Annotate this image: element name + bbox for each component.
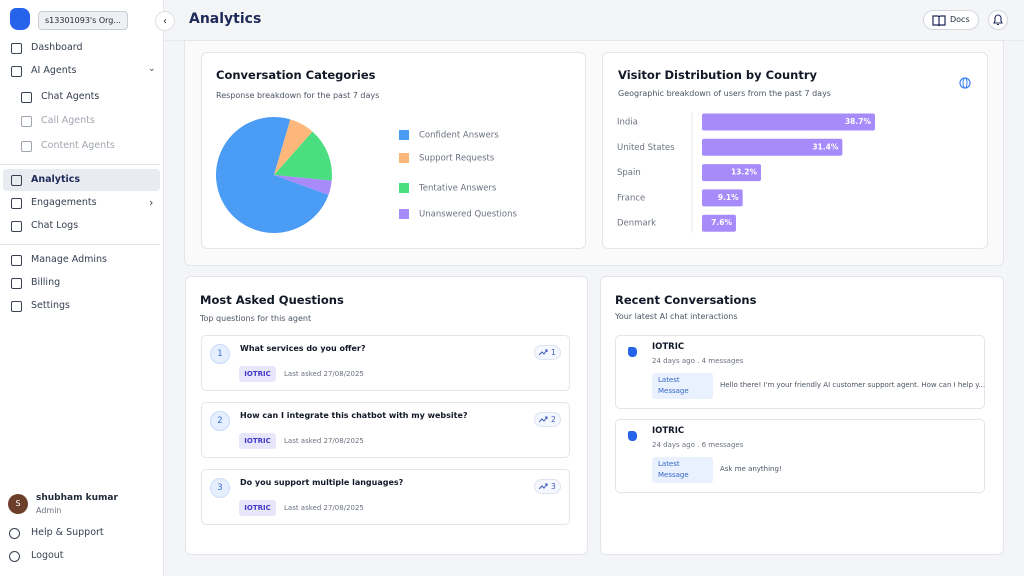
question-text: How can I integrate this chatbot with my… (240, 411, 468, 420)
nav-icon (11, 221, 22, 232)
nav-icon (21, 116, 32, 127)
conversation-meta: 24 days ago . 6 messages (652, 441, 744, 449)
question-item[interactable] (201, 402, 570, 458)
docs-label: Docs (950, 15, 970, 24)
trend-icon (539, 349, 548, 356)
nav-item[interactable]: Call Agents (41, 115, 95, 126)
nav-icon (11, 198, 22, 209)
divider (0, 164, 160, 165)
nav-icon (11, 301, 22, 312)
user-name: shubham kumar (36, 493, 118, 503)
agent-logo (628, 431, 637, 441)
agent-tag: IOTRIC (239, 433, 276, 449)
ask-count: 3 (551, 482, 556, 491)
nav-item[interactable]: Content Agents (41, 140, 115, 151)
card-subtitle: Top questions for this agent (200, 314, 312, 323)
card-title: Conversation Categories (216, 68, 376, 82)
agent-name: IOTRIC (652, 342, 685, 352)
bar-card (602, 52, 988, 249)
agent-tag: IOTRIC (239, 500, 276, 516)
message-preview: Ask me anything! (720, 465, 782, 473)
footer-link[interactable]: Logout (31, 550, 64, 561)
ask-count-pill (534, 412, 561, 427)
nav-item[interactable]: Manage Admins (31, 254, 107, 265)
user-role: Admin (36, 506, 62, 515)
collapse-button[interactable]: ‹ (155, 11, 175, 31)
conversation-item[interactable] (615, 419, 985, 493)
last-asked: Last asked 27/08/2025 (284, 504, 364, 512)
agent-logo (628, 347, 637, 357)
nav-icon (11, 255, 22, 266)
nav-item[interactable]: Billing (31, 277, 61, 288)
nav-icon (21, 92, 32, 103)
ask-count: 1 (551, 348, 556, 357)
sidebar (0, 0, 164, 576)
nav-icon (11, 278, 22, 289)
question-text: Do you support multiple languages? (240, 478, 404, 487)
chevron: ⌄ (148, 64, 156, 74)
chevron: › (149, 196, 154, 209)
nav-item[interactable]: Chat Agents (41, 91, 100, 102)
notifications-button[interactable] (988, 10, 1008, 30)
active-nav-bg (3, 169, 160, 191)
avatar: S (8, 494, 28, 514)
question-number: 2 (210, 411, 230, 431)
nav-icon (11, 43, 22, 54)
agent-name: IOTRIC (652, 426, 685, 436)
message-preview: Hello there! I'm your friendly AI custom… (720, 381, 986, 389)
logo (10, 8, 30, 30)
footer-icon (9, 551, 20, 562)
footer-link[interactable]: Help & Support (31, 527, 104, 538)
ask-count-pill (534, 345, 561, 360)
docs-button[interactable]: Docs (923, 10, 979, 30)
card-title: Most Asked Questions (200, 293, 344, 307)
question-text: What services do you offer? (240, 344, 366, 353)
nav-icon (21, 141, 32, 152)
question-number: 1 (210, 344, 230, 364)
conversation-meta: 24 days ago . 4 messages (652, 357, 744, 365)
nav-icon (11, 175, 22, 186)
question-item[interactable] (201, 335, 570, 391)
nav-item[interactable]: Analytics (31, 174, 81, 185)
question-number: 3 (210, 478, 230, 498)
nav-item[interactable]: Dashboard (31, 42, 83, 53)
conversations-card (600, 276, 1004, 555)
ask-count-pill (534, 479, 561, 494)
last-asked: Last asked 27/08/2025 (284, 437, 364, 445)
message-badge: Latest Message (652, 373, 713, 399)
card-subtitle: Response breakdown for the past 7 days (216, 91, 380, 100)
nav-icon (11, 66, 22, 77)
nav-item[interactable]: Settings (31, 300, 70, 311)
nav-item[interactable]: Engagements (31, 197, 97, 208)
org-switcher[interactable]: s13301093's Org... (38, 11, 128, 30)
card-subtitle: Geographic breakdown of users from the p… (618, 89, 831, 98)
book-icon (932, 15, 946, 26)
card-subtitle: Your latest AI chat interactions (615, 312, 738, 321)
trend-icon (539, 416, 548, 423)
nav-item[interactable]: AI Agents (31, 65, 77, 76)
footer-icon (9, 528, 20, 539)
card-title: Visitor Distribution by Country (618, 68, 818, 82)
divider (0, 244, 160, 245)
trend-icon (539, 483, 548, 490)
card-title: Recent Conversations (615, 293, 757, 307)
agent-tag: IOTRIC (239, 366, 276, 382)
ask-count: 2 (551, 415, 556, 424)
conversation-item[interactable] (615, 335, 985, 409)
question-item[interactable] (201, 469, 570, 525)
page-title: Analytics (189, 11, 262, 27)
nav-item[interactable]: Chat Logs (31, 220, 79, 231)
last-asked: Last asked 27/08/2025 (284, 370, 364, 378)
message-badge: Latest Message (652, 457, 713, 483)
